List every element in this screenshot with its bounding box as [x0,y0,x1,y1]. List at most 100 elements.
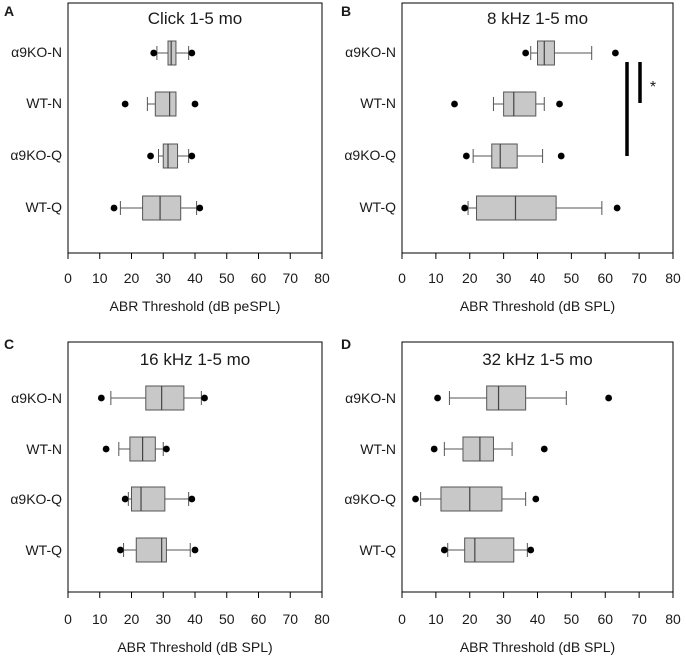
outlier-point [191,546,199,554]
outlier-point [440,546,448,554]
iqr-box [154,91,177,117]
x-tick-label: 40 [530,611,546,627]
plot-frame [67,341,323,593]
box-α9KO-N [97,385,208,411]
x-tick-label: 80 [314,611,330,627]
iqr-box [476,195,557,221]
x-tick-label: 70 [631,611,647,627]
box-WT-Q [440,537,535,563]
x-tick-label: 0 [64,270,72,286]
x-tick-labels: 0 10 20 30 40 50 60 70 80 [398,611,681,627]
box-WT-N [121,91,199,117]
outlier-point [102,445,110,453]
iqr-box [491,143,518,169]
x-tick-label: 60 [597,611,613,627]
category-label: α9KO-N [345,44,396,60]
panel-letter-b: B [341,3,351,19]
box-α9KO-N [434,385,613,411]
panel-letter-c: C [4,336,14,352]
panel-d: D 32 kHz 1-5 mo α9KO-N WT-N α9KO-Q WT-Q … [341,336,681,655]
outlier-point [121,100,129,108]
outlier-point [532,495,540,503]
panel-title: 8 kHz 1-5 mo [487,9,588,28]
box-α9KO-Q [412,486,540,512]
plot-frame [401,341,674,593]
outlier-point [201,394,208,402]
category-label: α9KO-N [11,44,62,60]
iqr-box [145,385,185,411]
x-tick-label: 70 [282,270,298,286]
x-tick-label: 0 [398,270,406,286]
outlier-point [196,204,204,212]
outlier-point [461,204,469,212]
outlier-point [110,204,118,212]
outlier-point [150,49,158,57]
x-tick-label: 50 [564,611,580,627]
x-tick-label: 0 [64,611,72,627]
x-tick-label: 30 [155,270,171,286]
x-tick-label: 60 [251,270,267,286]
box-WT-N [451,91,563,117]
x-axis-label: ABR Threshold (dB SPL) [460,298,615,314]
x-tick-label: 50 [219,611,235,627]
iqr-box [142,195,182,221]
outlier-point [540,445,548,453]
iqr-box [167,40,177,66]
box-α9KO-Q [462,143,565,169]
x-tick-label: 70 [631,270,647,286]
x-tick-labels: 0 10 20 30 40 50 60 70 80 [398,270,681,286]
outlier-point [605,394,613,402]
x-tick-label: 30 [496,270,512,286]
x-tick-label: 40 [187,270,203,286]
box-WT-Q [110,195,204,221]
x-tick-label: 80 [665,270,681,286]
iqr-box [537,40,555,66]
box-α9KO-N [150,40,196,66]
box-α9KO-Q [147,143,196,169]
category-labels: α9KO-N WT-N α9KO-Q WT-Q [10,44,62,215]
outlier-point [188,152,196,160]
panel-title: 32 kHz 1-5 mo [482,350,593,369]
outlier-point [462,152,470,160]
panel-letter-d: D [341,336,351,352]
outlier-point [412,495,419,503]
outlier-point [430,445,438,453]
x-tick-label: 20 [124,270,140,286]
box-WT-Q [461,195,621,221]
category-labels: α9KO-N WT-N α9KO-Q WT-Q [344,390,396,558]
outlier-point [522,49,530,57]
x-tick-labels: 0 10 20 30 40 50 60 70 80 [64,270,330,286]
category-label: WT-Q [25,199,62,215]
category-label: WT-Q [359,199,396,215]
category-label: WT-N [360,95,396,111]
iqr-box [131,486,166,512]
outlier-point [147,152,154,160]
outlier-point [451,100,458,108]
x-tick-label: 40 [530,270,546,286]
panel-title: 16 kHz 1-5 mo [140,350,251,369]
outlier-point [557,152,565,160]
x-tick-label: 10 [428,270,444,286]
x-tick-label: 20 [124,611,140,627]
outlier-point [434,394,441,402]
iqr-box [462,436,494,462]
panel-c: C 16 kHz 1-5 mo α9KO-N WT-N α9KO-Q WT-Q … [4,336,330,655]
panel-a: A Click 1-5 mo α9KO-N WT-N α9KO-Q WT-Q 0… [4,2,330,314]
x-tick-label: 40 [187,611,203,627]
outlier-point [613,204,621,212]
panel-letter-a: A [4,3,14,19]
x-tick-labels: 0 10 20 30 40 50 60 70 80 [64,611,330,627]
x-tick-label: 60 [597,270,613,286]
category-labels: α9KO-N WT-N α9KO-Q WT-Q [10,390,62,558]
x-axis-label: ABR Threshold (dB SPL) [117,639,272,655]
x-tick-label: 60 [251,611,267,627]
iqr-box [440,486,503,512]
category-label: α9KO-N [11,390,62,406]
outlier-point [556,100,563,108]
category-label: α9KO-Q [10,147,62,163]
outlier-point [97,394,105,402]
category-label: α9KO-Q [344,491,396,507]
x-tick-label: 20 [462,270,478,286]
box-WT-N [102,436,170,462]
x-tick-label: 50 [564,270,580,286]
